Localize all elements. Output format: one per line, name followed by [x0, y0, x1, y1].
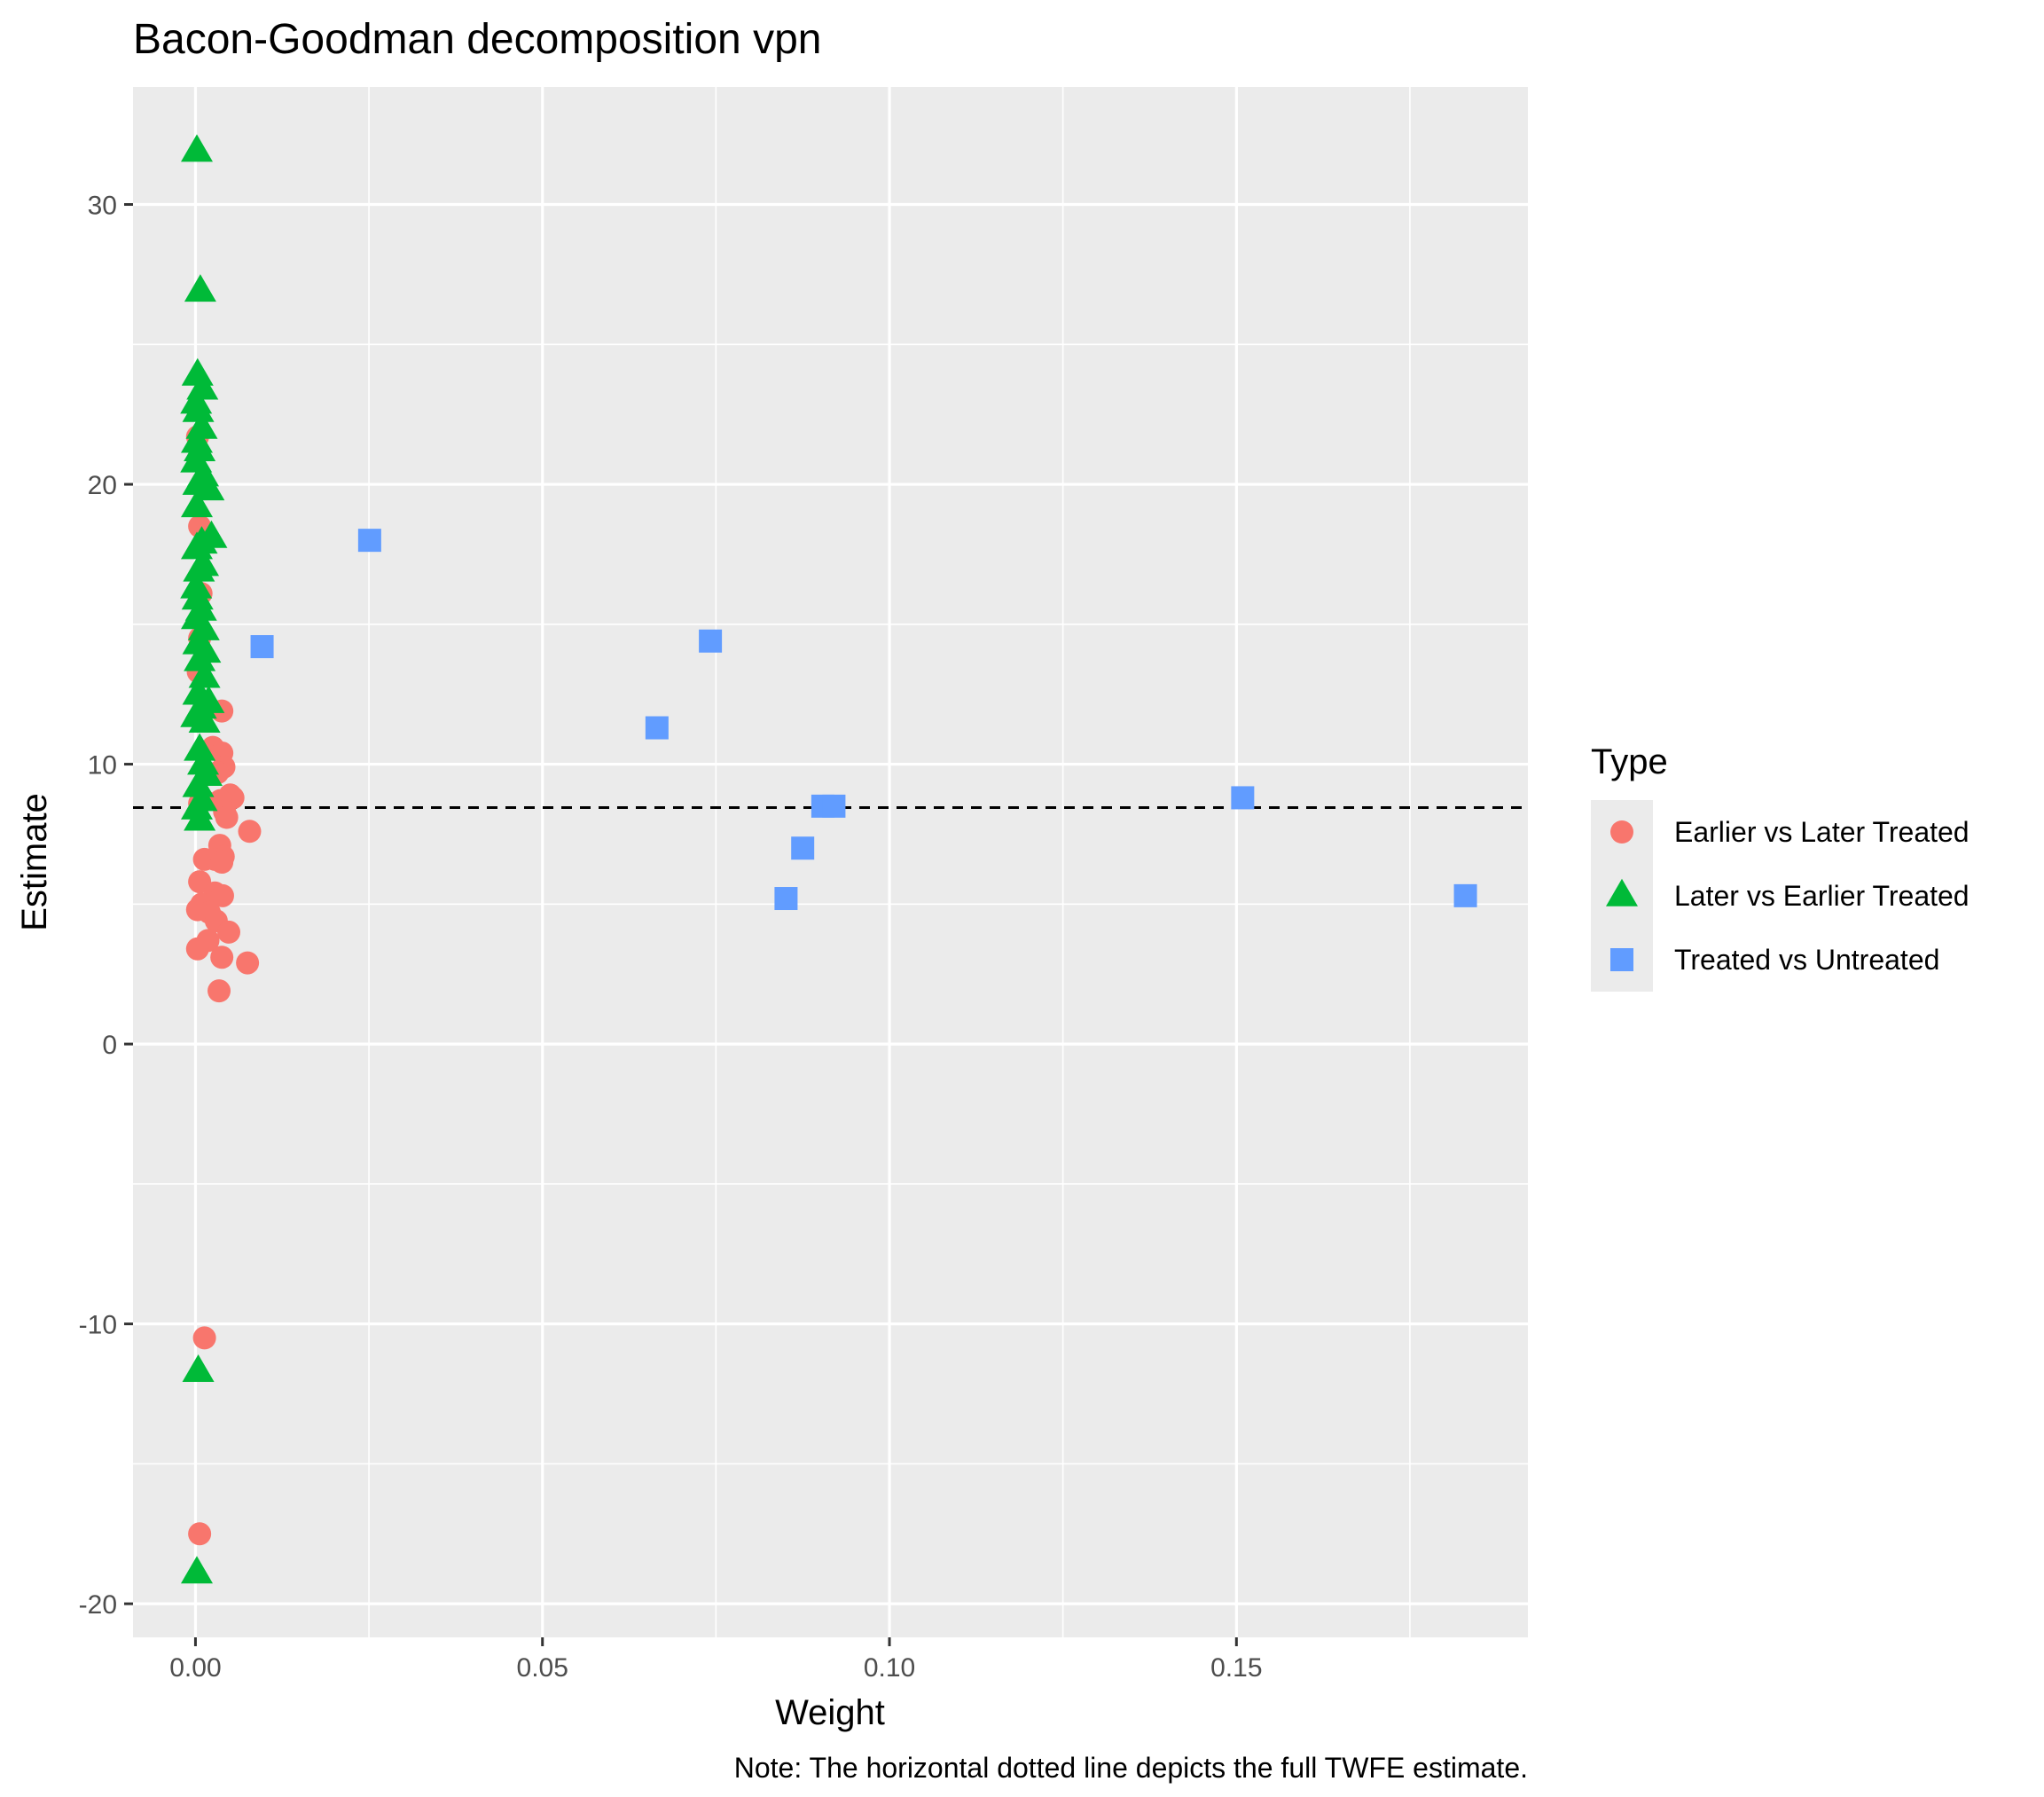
legend-label: Earlier vs Later Treated	[1674, 816, 1970, 848]
chart-title: Bacon-Goodman decomposition vpn	[133, 16, 821, 63]
legend-key-triangle	[1606, 878, 1638, 906]
legend-key-circle	[1610, 820, 1633, 844]
data-point-circle	[210, 946, 234, 969]
data-point-triangle	[180, 134, 213, 162]
data-point-triangle	[184, 803, 216, 831]
data-point-triangle	[184, 643, 216, 671]
plot-panel	[133, 87, 1528, 1637]
data-point-triangle	[182, 1354, 215, 1383]
data-point-triangle	[183, 553, 215, 582]
x-tick-label: 0.10	[864, 1653, 915, 1683]
legend-title: Type	[1591, 742, 1668, 781]
legend-label: Later vs Earlier Treated	[1674, 880, 1970, 912]
data-point-square	[1453, 883, 1477, 907]
data-point-circle	[185, 937, 209, 961]
y-tick-label: -20	[79, 1590, 117, 1620]
data-point-square	[645, 716, 669, 740]
data-point-circle	[210, 851, 234, 874]
data-points	[180, 134, 1477, 1584]
legend-label: Treated vs Untreated	[1674, 944, 1939, 976]
x-axis-title: Weight	[775, 1693, 885, 1732]
data-point-triangle	[182, 394, 215, 422]
data-point-triangle	[188, 705, 221, 734]
data-point-circle	[192, 1326, 216, 1350]
data-point-triangle	[182, 769, 215, 797]
data-point-square	[791, 836, 815, 860]
data-point-circle	[236, 951, 260, 975]
grid-minor-lines	[133, 87, 1528, 1637]
y-axis-title: Estimate	[15, 793, 54, 931]
data-point-circle	[216, 920, 240, 944]
data-point-square	[699, 629, 723, 653]
data-point-square	[357, 529, 381, 553]
data-point-circle	[208, 979, 231, 1003]
data-point-triangle	[184, 733, 216, 761]
legend: Type Earlier vs Later Treated Later vs Ea…	[1591, 742, 1970, 992]
data-point-circle	[192, 847, 216, 871]
y-tick-label: 30	[88, 192, 117, 221]
y-tick-label: 10	[88, 751, 117, 781]
data-point-triangle	[192, 473, 225, 501]
y-tick-label: -10	[79, 1311, 117, 1340]
x-tick-label: 0.00	[169, 1653, 221, 1683]
data-point-triangle	[180, 490, 213, 518]
data-point-circle	[238, 820, 262, 844]
x-axis: 0.00 0.05 0.10 0.15	[169, 1637, 1263, 1683]
grid-major-lines	[133, 87, 1528, 1637]
data-point-square	[822, 794, 846, 818]
x-tick-label: 0.15	[1210, 1653, 1262, 1683]
data-point-circle	[215, 805, 239, 829]
data-point-circle	[188, 1522, 212, 1546]
data-point-triangle	[184, 274, 216, 302]
y-tick-label: 0	[102, 1031, 117, 1060]
data-point-circle	[210, 883, 234, 907]
data-point-square	[774, 887, 798, 911]
x-tick-label: 0.05	[517, 1653, 568, 1683]
legend-key-square	[1610, 948, 1633, 971]
chart-caption: Note: The horizontal dotted line depicts…	[734, 1752, 1528, 1784]
data-point-square	[250, 635, 274, 659]
y-tick-label: 20	[88, 471, 117, 500]
data-point-triangle	[180, 1556, 213, 1584]
y-axis: -20 -10 0 10 20 30	[79, 192, 133, 1620]
data-point-square	[1231, 786, 1255, 810]
